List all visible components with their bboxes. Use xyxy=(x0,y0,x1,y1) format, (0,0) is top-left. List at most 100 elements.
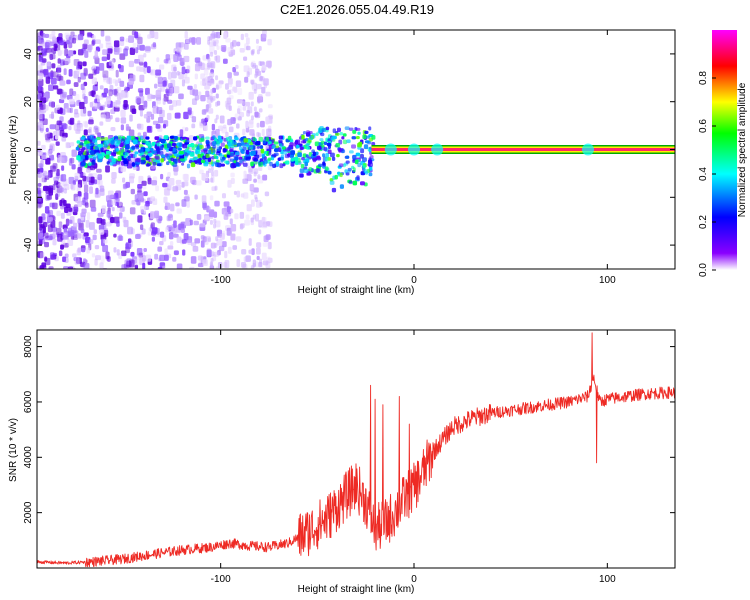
heatmap-cell xyxy=(49,145,53,151)
heatmap-streak-cell xyxy=(210,166,214,172)
heatmap-cell xyxy=(119,80,125,87)
heatmap-cell xyxy=(97,102,102,110)
heatmap-cell xyxy=(45,127,49,133)
heatmap-band-cell xyxy=(100,147,104,152)
heatmap-band-cell xyxy=(201,137,205,142)
heatmap-cell xyxy=(122,177,126,183)
heatmap-band-cell xyxy=(273,141,279,145)
heatmap-cell xyxy=(109,114,113,120)
heatmap-band-cell xyxy=(80,148,85,153)
heatmap-cell xyxy=(88,119,94,125)
heatmap-band-cell xyxy=(352,154,357,160)
heatmap-cell xyxy=(100,114,107,119)
heatmap-streak-cell xyxy=(207,57,211,63)
heatmap-cell xyxy=(134,264,139,269)
heatmap-band-cell xyxy=(197,153,201,159)
heatmap-band-cell xyxy=(104,136,109,142)
heatmap-cell xyxy=(194,94,199,101)
heatmap-cell xyxy=(227,89,232,95)
heatmap-cell xyxy=(123,219,129,228)
heatmap-cell xyxy=(268,241,272,250)
heatmap-band-cell xyxy=(120,142,125,147)
heatmap-cell xyxy=(213,251,220,257)
heatmap-cell xyxy=(163,196,168,204)
heatmap-band-cell xyxy=(278,143,283,147)
heatmap-band-cell xyxy=(105,154,110,159)
heatmap-cell xyxy=(241,249,247,255)
heatmap-cell xyxy=(255,261,259,268)
heatmap-cell xyxy=(194,57,201,63)
heatmap-cell xyxy=(100,218,106,225)
heatmap-band-cell xyxy=(351,144,357,149)
heatmap-cell xyxy=(227,246,232,254)
heatmap-cell xyxy=(182,249,186,256)
heatmap-band-cell xyxy=(295,144,300,149)
heatmap-band-cell xyxy=(339,184,345,189)
heatmap-streak-cell xyxy=(254,197,258,203)
heatmap-streak-cell xyxy=(214,242,218,248)
heatmap-band-cell xyxy=(226,150,231,155)
heatmap-cell xyxy=(209,72,215,78)
heatmap-cell xyxy=(181,79,185,87)
heatmap-band-cell xyxy=(327,145,331,150)
heatmap-band-cell xyxy=(217,135,222,140)
heatmap-cell xyxy=(86,212,91,220)
heatmap-band-cell xyxy=(319,138,324,142)
heatmap-band-cell xyxy=(323,146,328,152)
heatmap-band-cell xyxy=(248,144,254,150)
heatmap-cell xyxy=(43,104,49,111)
heatmap-cell xyxy=(236,99,243,104)
heatmap-band-cell xyxy=(342,139,348,145)
heatmap-cell xyxy=(173,86,180,94)
heatmap-band-cell xyxy=(322,153,326,158)
heatmap-cell xyxy=(246,110,250,117)
heatmap-cell xyxy=(56,88,63,95)
heatmap-band-cell xyxy=(145,155,150,161)
heatmap-band-cell xyxy=(239,158,243,164)
heatmap-band-cell xyxy=(358,141,363,146)
heatmap-streak-cell xyxy=(207,206,211,212)
heatmap-cell xyxy=(127,226,133,235)
heatmap-band-cell xyxy=(195,150,199,155)
heatmap-cell xyxy=(83,67,88,76)
heatmap-cell xyxy=(141,228,146,235)
heatmap-cell xyxy=(56,168,60,177)
heatmap-cell xyxy=(146,125,153,133)
heatmap-cell xyxy=(221,241,227,248)
heatmap-band-cell xyxy=(220,158,224,163)
heatmap-cell xyxy=(173,165,179,172)
heatmap-streak-cell xyxy=(258,60,262,66)
heatmap-band-cell xyxy=(160,158,164,163)
heatmap-cell xyxy=(114,99,121,108)
heatmap-cell xyxy=(67,266,74,269)
heatmap-cell xyxy=(37,45,43,51)
heatmap-cell xyxy=(243,192,249,199)
heatmap-cell xyxy=(88,44,92,53)
heatmap-cell xyxy=(180,42,185,50)
heatmap-cell xyxy=(65,141,70,149)
heatmap-band-cell xyxy=(259,145,264,149)
heatmap-cell xyxy=(245,101,251,107)
heatmap-cell xyxy=(143,114,149,119)
heatmap-streak-cell xyxy=(214,185,218,191)
heatmap-cell xyxy=(227,72,232,79)
heatmap-cell xyxy=(172,186,179,192)
heatmap-cell xyxy=(162,123,167,129)
snr-x-tick-label: 100 xyxy=(599,574,616,585)
heatmap-cell xyxy=(100,255,105,264)
heatmap-cell xyxy=(83,129,88,136)
heatmap-cell xyxy=(121,250,127,257)
heatmap-cell xyxy=(40,127,44,133)
heatmap-cell xyxy=(142,262,146,269)
heatmap-cell xyxy=(155,185,160,192)
heatmap-cell xyxy=(51,63,56,69)
heatmap-cell xyxy=(49,114,55,119)
heatmap-cell xyxy=(128,129,135,137)
heatmap-cell xyxy=(69,142,75,147)
heatmap-cell xyxy=(118,252,123,260)
heatmap-band-cell xyxy=(216,147,221,151)
heatmap-band-cell xyxy=(161,154,166,159)
heatmap-cell xyxy=(243,56,248,61)
colorbar-gradient xyxy=(712,30,737,270)
heatmap-band-cell xyxy=(289,142,294,147)
